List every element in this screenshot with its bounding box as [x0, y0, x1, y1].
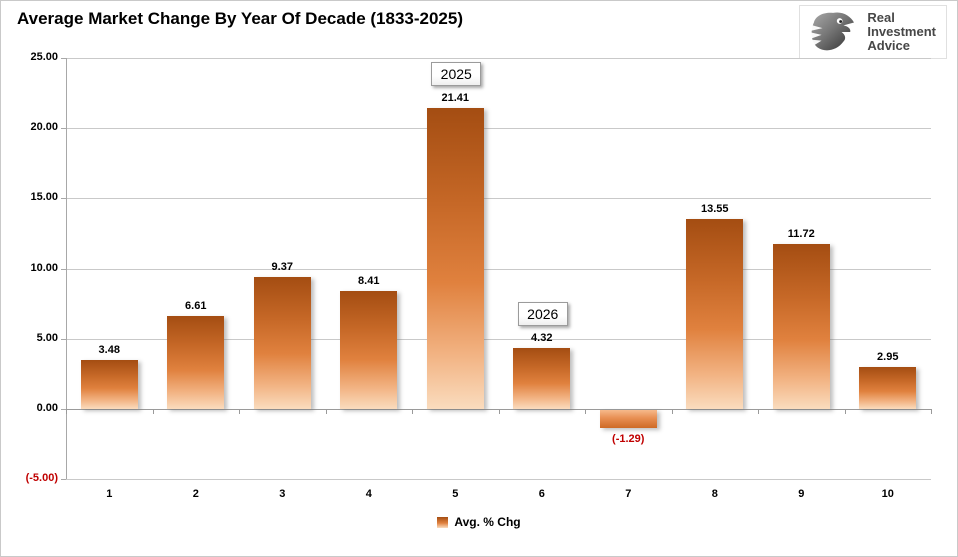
bar-value-label: 9.37	[271, 261, 293, 274]
bar-year-6	[513, 348, 571, 409]
legend-marker-icon	[437, 516, 449, 528]
brand-logo: Real Investment Advice	[799, 5, 947, 59]
brand-line-3: Advice	[867, 37, 910, 53]
y-axis-line	[66, 58, 67, 479]
bar-value-label: 21.41	[441, 92, 470, 105]
y-axis-label: 0.00	[36, 402, 58, 414]
y-axis-tick	[61, 198, 66, 199]
bar-value-label: 11.72	[787, 228, 815, 241]
bar-year-5	[426, 108, 484, 409]
x-axis-label: 5	[452, 488, 459, 500]
gridline	[66, 58, 931, 59]
bar-year-3	[253, 277, 311, 409]
annotation-2026: 2026	[517, 302, 568, 327]
x-axis-label: 10	[881, 488, 894, 500]
bar-year-4	[340, 290, 398, 409]
x-axis-tick	[326, 409, 327, 414]
annotation-2025: 2025	[431, 62, 482, 87]
y-axis-tick	[61, 58, 66, 59]
bar-value-label: 8.41	[358, 274, 380, 287]
brand-name: Real Investment Advice	[867, 11, 936, 52]
bar-year-7	[599, 409, 657, 428]
legend-label: Avg. % Chg	[454, 515, 521, 529]
x-axis-tick	[499, 409, 500, 414]
y-axis-tick	[61, 409, 66, 410]
gridline	[66, 479, 931, 480]
bar-year-10	[859, 367, 917, 409]
y-axis-label: (-5.00)	[25, 472, 58, 484]
x-axis-tick	[758, 409, 759, 414]
x-axis-label: 6	[538, 488, 545, 500]
y-axis-tick	[61, 339, 66, 340]
eagle-icon	[809, 12, 855, 51]
x-axis-label: 4	[365, 488, 372, 500]
bar-year-9	[772, 244, 830, 409]
bar-value-label: 6.61	[185, 300, 207, 313]
y-axis-tick	[61, 128, 66, 129]
y-axis-label: 20.00	[30, 121, 58, 133]
x-axis-label: 7	[625, 488, 632, 500]
bar-value-label: (-1.29)	[612, 432, 645, 445]
x-axis-tick	[931, 409, 932, 414]
gridline	[66, 198, 931, 199]
x-axis-tick	[153, 409, 154, 414]
bar-value-label: 3.48	[98, 343, 120, 356]
y-axis-label: 5.00	[36, 332, 58, 344]
y-axis-label: 15.00	[30, 191, 58, 203]
x-axis-tick	[845, 409, 846, 414]
x-axis-tick	[585, 409, 586, 414]
y-axis-tick	[61, 269, 66, 270]
bar-year-1	[80, 359, 138, 409]
x-axis-tick	[66, 409, 67, 414]
gridline	[66, 409, 931, 410]
x-axis-label: 3	[279, 488, 286, 500]
y-axis-label: 10.00	[30, 262, 58, 274]
x-axis-label: 2	[192, 488, 199, 500]
gridline	[66, 269, 931, 270]
gridline	[66, 339, 931, 340]
bar-year-2	[167, 316, 225, 409]
bar-year-8	[686, 218, 744, 409]
bar-value-label: 13.55	[700, 202, 729, 215]
x-axis-tick	[672, 409, 673, 414]
y-axis-label: 25.00	[30, 51, 58, 63]
legend: Avg. % Chg	[1, 512, 957, 532]
brand-line-1: Real	[867, 10, 895, 26]
x-axis-tick	[412, 409, 413, 414]
x-axis-label: 1	[106, 488, 113, 500]
bar-value-label: 2.95	[877, 351, 899, 364]
x-axis-tick	[239, 409, 240, 414]
chart-title: Average Market Change By Year Of Decade …	[17, 9, 464, 28]
gridline	[66, 128, 931, 129]
brand-line-2: Investment	[867, 24, 936, 40]
y-axis-tick	[61, 479, 66, 480]
bar-value-label: 4.32	[531, 332, 553, 345]
x-axis-label: 8	[711, 488, 718, 500]
x-axis-label: 9	[798, 488, 805, 500]
